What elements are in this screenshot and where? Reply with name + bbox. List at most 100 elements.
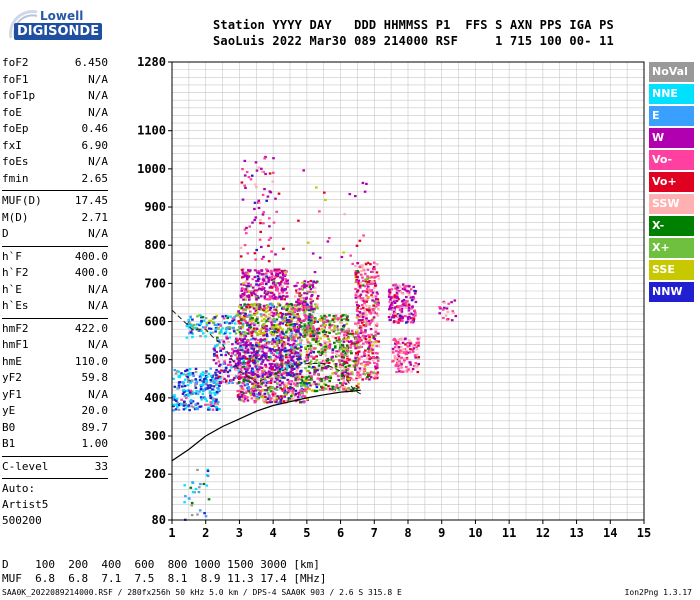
echo-point — [340, 359, 344, 362]
echo-point — [299, 321, 303, 324]
echo-point — [278, 382, 281, 385]
echo-point — [326, 365, 330, 368]
echo-point — [311, 282, 315, 285]
echo-point — [209, 379, 212, 382]
echo-point — [199, 383, 202, 387]
echo-point — [246, 368, 249, 371]
echo-point — [270, 386, 273, 389]
echo-point — [317, 368, 321, 371]
echo-point — [302, 284, 305, 287]
echo-point — [446, 310, 450, 313]
echo-point — [359, 286, 362, 289]
echo-point — [245, 305, 248, 309]
echo-point — [268, 286, 272, 289]
echo-point — [272, 285, 276, 288]
echo-point — [240, 388, 244, 391]
echo-point — [299, 361, 303, 364]
echo-point — [217, 388, 220, 392]
echo-point — [340, 375, 344, 378]
echo-point — [240, 283, 243, 286]
echo-point — [416, 364, 419, 367]
echo-point — [295, 291, 299, 294]
echo-point — [282, 274, 285, 277]
echo-point — [387, 295, 391, 298]
echo-point — [361, 290, 365, 293]
echo-point — [319, 353, 322, 357]
echo-point — [370, 349, 374, 352]
echo-point — [447, 302, 450, 305]
echo-point — [271, 318, 274, 322]
echo-point — [410, 370, 413, 373]
echo-point — [396, 361, 399, 364]
echo-point — [239, 294, 243, 297]
echo-point — [324, 365, 328, 369]
echo-point — [272, 312, 276, 315]
echo-point — [387, 290, 391, 293]
echo-point — [354, 340, 357, 343]
echo-point — [172, 396, 175, 399]
echo-point — [338, 360, 342, 364]
echo-point — [245, 307, 248, 310]
echo-point — [408, 339, 411, 342]
echo-point — [213, 349, 216, 352]
echo-point — [267, 370, 271, 373]
echo-point — [362, 268, 365, 271]
echo-point — [344, 371, 347, 374]
ionospheric-parameters-panel: foF2 6.450 foF1 N/A foF1p N/A foE N/A foEp 0.46 fx… — [2, 56, 108, 530]
echo-point — [320, 379, 323, 383]
echo-point — [188, 497, 191, 500]
echo-point — [264, 172, 267, 176]
echo-point — [396, 353, 400, 356]
echo-point — [267, 349, 271, 352]
echo-point — [350, 359, 354, 362]
echo-point — [400, 370, 403, 373]
echo-point — [294, 333, 298, 336]
echo-point — [356, 314, 359, 317]
echo-point — [272, 293, 276, 296]
echo-point — [252, 327, 256, 330]
echo-point — [354, 264, 357, 268]
echo-point — [209, 375, 213, 378]
echo-point — [375, 356, 379, 359]
echo-point — [313, 307, 316, 310]
echo-point — [244, 376, 247, 379]
echo-point — [281, 389, 285, 392]
param-value: 422.0 — [74, 321, 108, 335]
echo-point — [310, 389, 314, 392]
echo-point — [315, 386, 319, 389]
echo-point — [376, 364, 379, 367]
echo-point — [263, 291, 267, 294]
y-tick-label: 300 — [144, 429, 166, 443]
echo-point — [365, 283, 369, 286]
echo-point — [242, 298, 245, 301]
echo-point — [318, 318, 321, 322]
echo-point — [345, 349, 348, 352]
echo-point — [359, 293, 363, 296]
echo-point — [344, 365, 348, 368]
echo-point — [374, 352, 378, 355]
echo-point — [360, 321, 364, 324]
echo-point — [354, 195, 357, 198]
echo-point — [185, 373, 188, 376]
echo-point — [230, 366, 233, 369]
echo-point — [260, 282, 263, 285]
echo-point — [229, 364, 233, 367]
echo-point — [268, 172, 272, 175]
param-row: B1 1.00 — [2, 437, 108, 454]
brand-name-lowell: Lowell — [40, 9, 84, 23]
echo-point — [304, 346, 307, 349]
echo-point — [247, 332, 251, 335]
echo-point — [315, 383, 318, 386]
echo-point — [333, 316, 337, 319]
echo-point — [214, 344, 217, 348]
echo-point — [293, 373, 296, 376]
echo-point — [239, 246, 243, 249]
echo-point — [173, 385, 177, 388]
echo-point — [242, 346, 246, 349]
echo-point — [324, 354, 328, 357]
echo-point — [243, 331, 247, 334]
echo-point — [307, 333, 310, 336]
echo-point — [337, 378, 340, 382]
echo-point — [403, 359, 406, 362]
echo-point — [237, 360, 241, 363]
